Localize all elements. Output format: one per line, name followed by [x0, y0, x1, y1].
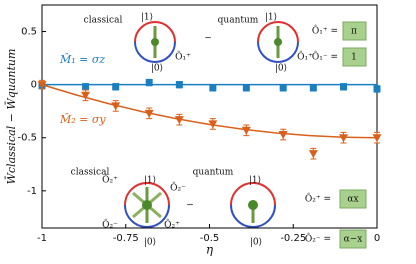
- marker: [373, 85, 381, 93]
- annotation: |1⟩: [249, 176, 261, 186]
- annotation: Ô₂⁺: [102, 174, 118, 186]
- bloch-sphere: [124, 182, 170, 228]
- annotation: Ô₁⁺: [175, 51, 191, 63]
- marker: [241, 126, 251, 135]
- annotation: α−x: [344, 235, 363, 245]
- annotation: Ô₂⁺: [164, 219, 180, 231]
- annotation: Ô₂⁻: [170, 182, 186, 194]
- y-tick-label: -1: [27, 186, 37, 197]
- annotation: Ô₂⁻ =: [305, 233, 331, 245]
- marker: [112, 83, 120, 91]
- bloch-sphere: [134, 21, 176, 63]
- y-tick-label: 0.5: [21, 27, 37, 38]
- marker: [175, 81, 183, 89]
- value-box: [342, 47, 367, 67]
- x-tick-label: -1: [37, 233, 47, 244]
- marker: [242, 84, 250, 92]
- annotation: |0⟩: [151, 64, 163, 74]
- annotation: Ô₁⁺: [297, 51, 313, 63]
- annotation: Ô₁⁻ =: [312, 51, 338, 63]
- annotation: αx: [347, 195, 358, 205]
- marker: [340, 83, 347, 91]
- annotation: Ô₂⁺ =: [305, 193, 331, 205]
- marker: [174, 116, 184, 125]
- marker: [82, 83, 90, 91]
- annotation: |1⟩: [265, 13, 277, 23]
- value-box: [339, 189, 367, 209]
- marker: [145, 79, 153, 87]
- annotation: π: [351, 27, 357, 37]
- x-tick-label: -0.5: [200, 233, 220, 244]
- annotation: |0⟩: [144, 238, 156, 248]
- marker: [111, 102, 121, 111]
- marker: [309, 84, 317, 92]
- marker: [308, 150, 318, 159]
- insets: [124, 21, 367, 249]
- value-box: [342, 21, 367, 41]
- x-tick-label: 0: [374, 233, 380, 244]
- value-box: [339, 229, 367, 249]
- annotation: classical: [71, 168, 110, 178]
- annotation: −: [186, 201, 194, 211]
- y-axis-label: W̄classical − W̄quantum: [5, 49, 18, 185]
- marker: [37, 81, 47, 90]
- annotation: −: [204, 34, 212, 44]
- marker: [209, 84, 217, 92]
- series-label: M̂₁ = σz: [59, 53, 105, 66]
- annotation: quantum: [218, 16, 259, 26]
- annotation: quantum: [193, 168, 234, 178]
- x-tick-label: -0.75: [113, 233, 139, 244]
- marker: [372, 134, 382, 143]
- marker: [339, 134, 348, 143]
- series-label: M̂₂ = σy: [59, 113, 106, 126]
- marker: [279, 84, 287, 92]
- x-tick-label: -0.25: [280, 233, 306, 244]
- annotation: Ô₁⁺ =: [312, 25, 338, 37]
- marker: [81, 91, 91, 100]
- annotation: 1: [351, 53, 357, 63]
- marker: [208, 120, 218, 129]
- annotation: |1⟩: [144, 176, 156, 186]
- annotation: |0⟩: [250, 238, 262, 248]
- y-tick-label: -0.5: [17, 133, 37, 144]
- annotation: classical: [84, 16, 123, 26]
- annotation: Ô₂⁻: [102, 219, 118, 231]
- x-axis-label: η: [206, 243, 214, 257]
- bloch-sphere: [230, 182, 276, 228]
- marker: [144, 109, 154, 118]
- bloch-sphere: [257, 21, 299, 63]
- annotation: |1⟩: [141, 13, 153, 23]
- fit-line: [41, 83, 378, 139]
- annotation: |0⟩: [275, 64, 287, 74]
- y-tick-label: 0: [31, 80, 37, 91]
- marker: [278, 131, 288, 140]
